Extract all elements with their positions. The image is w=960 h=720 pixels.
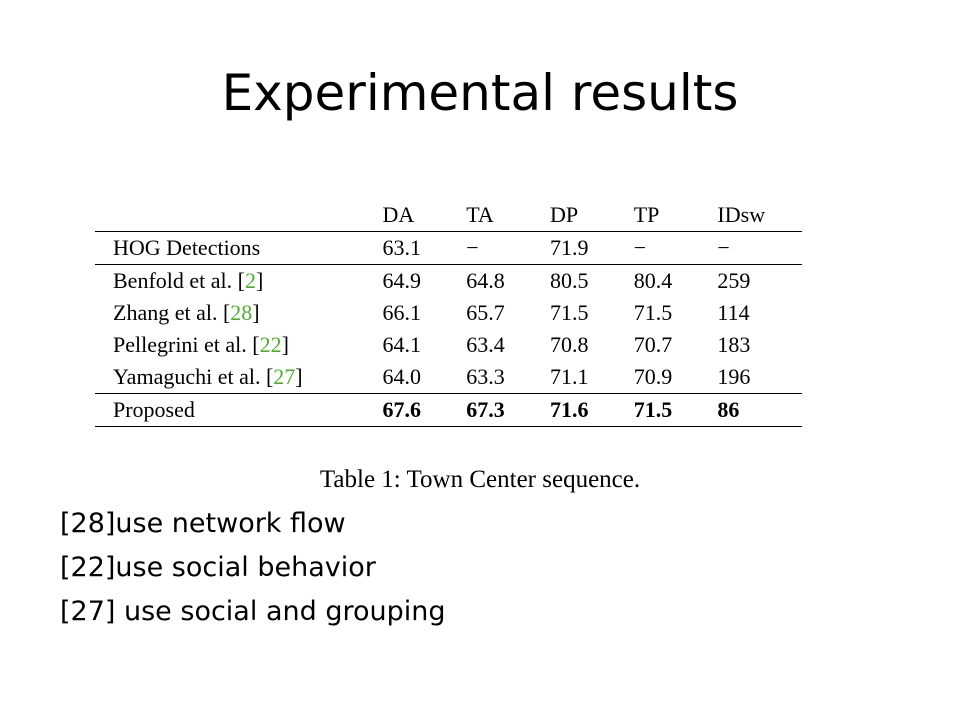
value-ta: −: [466, 235, 479, 260]
method-label: Zhang et al.: [113, 300, 223, 325]
table-header-row: DA TA DP TP IDsw: [95, 198, 802, 232]
method-name: Benfold et al. [2]: [113, 268, 264, 293]
value-da: 64.9: [382, 268, 421, 293]
value-dp: 70.8: [549, 332, 589, 357]
value-tp: 70.7: [633, 332, 673, 357]
method-name: Yamaguchi et al. [27]: [113, 364, 303, 389]
results-table: DA TA DP TP IDsw HOG Detections 63.1 − 7…: [95, 198, 802, 427]
value-tp: 70.9: [633, 364, 673, 389]
notes-list: [28]use network flow [22]use social beha…: [60, 502, 446, 634]
header-tp: TP: [633, 201, 660, 227]
table-row-baseline: HOG Detections 63.1 − 71.9 − −: [95, 232, 802, 265]
value-ta: 63.4: [466, 332, 505, 357]
value-da: 66.1: [382, 300, 421, 325]
citation-ref: 2: [244, 268, 256, 293]
value-ta: 67.3: [466, 397, 505, 422]
header-method: [95, 198, 382, 232]
value-tp: 80.4: [633, 268, 673, 293]
value-dp: 71.6: [549, 397, 589, 422]
value-idsw: 259: [717, 268, 751, 293]
note-item: [27] use social and grouping: [60, 596, 446, 627]
table-row: Yamaguchi et al. [27] 64.0 63.3 71.1 70.…: [95, 361, 802, 394]
table-row: Benfold et al. [2] 64.9 64.8 80.5 80.4 2…: [95, 265, 802, 298]
value-dp: 71.5: [549, 300, 589, 325]
value-da: 64.0: [382, 364, 421, 389]
value-dp: 71.1: [549, 364, 589, 389]
slide-title: Experimental results: [221, 64, 739, 122]
method-name: Proposed: [113, 397, 195, 422]
note-item: [22]use social behavior: [60, 552, 376, 583]
value-tp: 71.5: [633, 300, 673, 325]
citation-ref: 27: [273, 364, 296, 389]
method-label: Yamaguchi et al.: [113, 364, 266, 389]
value-dp: 71.9: [549, 235, 589, 260]
method-name: Pellegrini et al. [22]: [113, 332, 289, 357]
value-idsw: 114: [717, 300, 750, 325]
table-row-proposed: Proposed 67.6 67.3 71.6 71.5 86: [95, 394, 802, 427]
value-da: 67.6: [382, 397, 421, 422]
method-name: Zhang et al. [28]: [113, 300, 260, 325]
value-dp: 80.5: [549, 268, 589, 293]
table-row: Pellegrini et al. [22] 64.1 63.4 70.8 70…: [95, 329, 802, 361]
method-label: Benfold et al.: [113, 268, 238, 293]
value-ta: 65.7: [466, 300, 505, 325]
value-idsw: 183: [717, 332, 751, 357]
value-idsw: 196: [717, 364, 751, 389]
value-ta: 64.8: [466, 268, 505, 293]
value-idsw: 86: [717, 397, 740, 422]
value-da: 64.1: [382, 332, 421, 357]
note-item: [28]use network flow: [60, 508, 346, 539]
header-dp: DP: [549, 201, 579, 227]
value-tp: 71.5: [633, 397, 673, 422]
header-da: DA: [382, 201, 415, 227]
value-tp: −: [633, 235, 647, 260]
method-label: Pellegrini et al.: [113, 332, 253, 357]
header-idsw: IDsw: [717, 201, 766, 227]
method-name: HOG Detections: [113, 235, 261, 260]
value-ta: 63.3: [466, 364, 505, 389]
header-ta: TA: [466, 201, 494, 227]
value-idsw: −: [717, 235, 730, 260]
value-da: 63.1: [382, 235, 421, 260]
citation-ref: 28: [230, 300, 253, 325]
citation-ref: 22: [259, 332, 282, 357]
table-caption: Table 1: Town Center sequence.: [319, 466, 641, 493]
table-row: Zhang et al. [28] 66.1 65.7 71.5 71.5 11…: [95, 297, 802, 329]
